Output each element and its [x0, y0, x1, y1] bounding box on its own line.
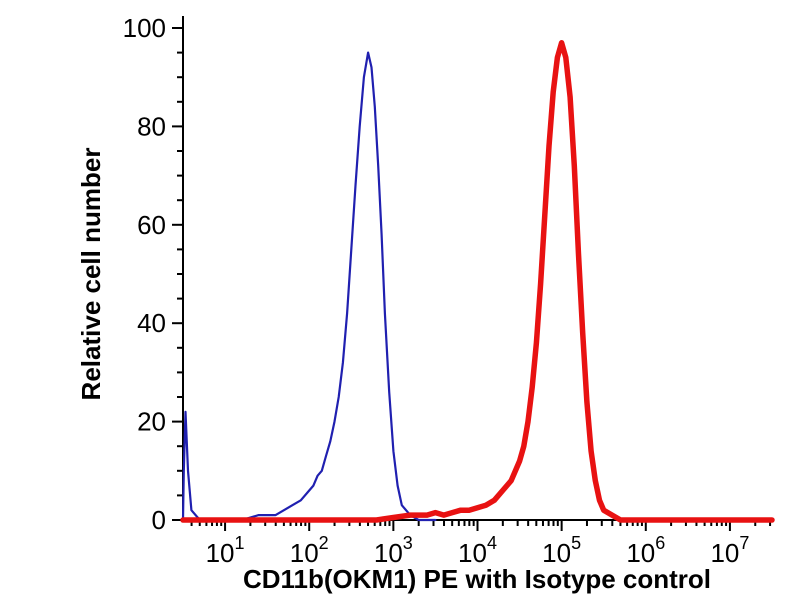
tick-labels: 0 20 40 60 80 100 101 102 103 104 105 106 107 — [123, 13, 750, 568]
y-tick-label: 20 — [137, 407, 166, 437]
x-tick-label: 105 — [542, 533, 581, 568]
x-tick-label: 101 — [206, 533, 245, 568]
x-tick-label: 103 — [374, 533, 413, 568]
y-tick-label: 0 — [152, 505, 166, 535]
x-ticks — [190, 520, 772, 531]
x-tick-label: 102 — [290, 533, 329, 568]
y-tick-label: 60 — [137, 210, 166, 240]
y-tick-label: 100 — [123, 13, 166, 43]
x-tick-label: 104 — [458, 533, 497, 568]
axes — [182, 16, 772, 521]
series-cd11b-okm1-pe — [180, 40, 775, 523]
x-tick-label: 106 — [626, 533, 665, 568]
generated-chart-layer: 0 20 40 60 80 100 101 102 103 104 105 106 107 — [123, 13, 775, 568]
x-axis-title: CD11b(OKM1) PE with Isotype control — [243, 564, 711, 594]
x-tick-label: 107 — [710, 533, 749, 568]
y-ticks — [172, 27, 183, 521]
y-tick-label: 80 — [137, 111, 166, 141]
y-axis-title: Relative cell number — [76, 148, 106, 401]
y-tick-label: 40 — [137, 308, 166, 338]
series-isotype-control — [181, 51, 437, 522]
